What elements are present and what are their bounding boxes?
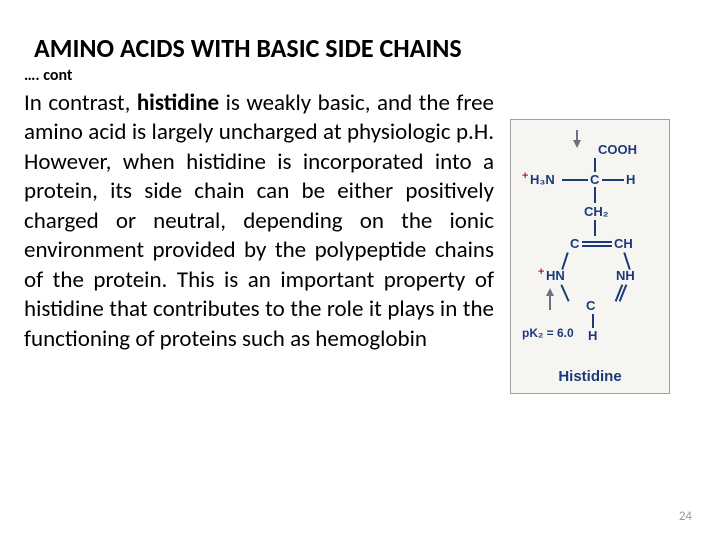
body-paragraph: In contrast, histidine is weakly basic, … (24, 89, 494, 394)
plus-2: + (538, 266, 544, 278)
arrow-stem (576, 130, 578, 140)
body-pre: In contrast, (24, 89, 137, 117)
bond (594, 220, 596, 236)
label-c-bottom: C (586, 298, 595, 313)
bond (594, 187, 596, 203)
label-c: C (590, 172, 599, 187)
bond (562, 179, 588, 181)
label-nh: NH (616, 268, 635, 283)
label-h3n: H₃N (530, 172, 555, 187)
label-ch-ring: CH (614, 236, 633, 251)
page-number: 24 (679, 509, 692, 524)
continuation-label: …. cont (24, 66, 696, 85)
label-ring-c: C (570, 236, 579, 251)
label-h: H (626, 172, 635, 187)
bond (592, 314, 594, 328)
bond (602, 179, 624, 181)
bond (560, 284, 569, 301)
label-h-bottom: H (588, 328, 597, 343)
diagram-box: COOH + H₃N C H CH₂ C (510, 119, 670, 394)
label-cooh: COOH (598, 142, 637, 157)
bond (582, 241, 612, 243)
body-post: is weakly basic, and the free amino acid… (24, 89, 494, 353)
label-hn: HN (546, 268, 565, 283)
arrow-up-icon (546, 288, 554, 296)
chem-structure: COOH + H₃N C H CH₂ C (520, 130, 660, 360)
label-ch2: CH₂ (584, 204, 609, 219)
plus-1: + (522, 170, 528, 182)
body-bold-term: histidine (137, 89, 219, 117)
bond (594, 158, 596, 172)
page-title: AMINO ACIDS WITH BASIC SIDE CHAINS (34, 32, 696, 64)
arrow-stem (549, 296, 551, 310)
arrow-down-icon (573, 140, 581, 148)
molecule-name: Histidine (558, 368, 621, 385)
bond (582, 245, 612, 247)
molecule-diagram: COOH + H₃N C H CH₂ C (510, 119, 670, 394)
label-pk2: pK₂ = 6.0 (522, 326, 574, 340)
